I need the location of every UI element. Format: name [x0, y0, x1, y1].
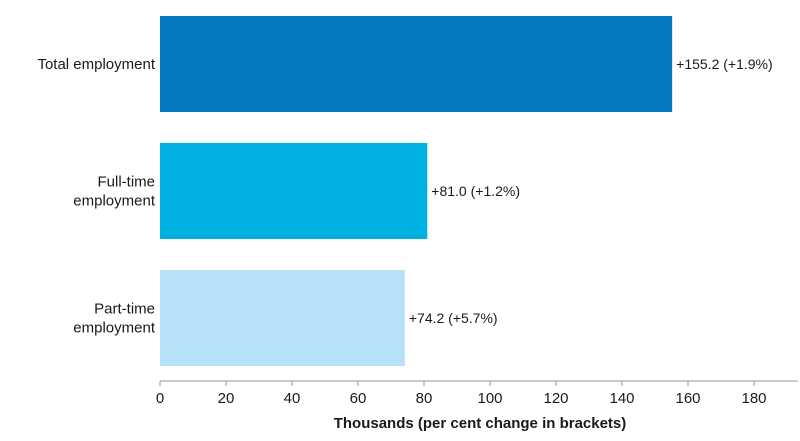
x-tick-label: 100 — [477, 390, 502, 407]
bar-1 — [160, 143, 428, 239]
bar-2 — [160, 270, 405, 366]
x-tick-label: 140 — [609, 390, 634, 407]
x-tick-label: 80 — [416, 390, 433, 407]
category-label-line: Part-time — [94, 301, 155, 318]
x-axis-ticks: 0 20 40 60 80 100 120 140 160 180 — [156, 381, 767, 407]
bar-0 — [160, 16, 673, 112]
x-tick-label: 0 — [156, 390, 164, 407]
category-label: Full-time employment — [73, 174, 156, 210]
x-tick-label: 60 — [350, 390, 367, 407]
category-label: Part-time employment — [73, 301, 156, 337]
value-labels: +155.2 (+1.9%) +81.0 (+1.2%) +74.2 (+5.7%) — [409, 56, 773, 326]
x-tick-label: 180 — [741, 390, 766, 407]
x-tick-label: 160 — [675, 390, 700, 407]
value-label: +81.0 (+1.2%) — [431, 183, 520, 199]
bars-group — [160, 16, 673, 366]
value-label: +74.2 (+5.7%) — [409, 310, 498, 326]
category-label-line: employment — [73, 193, 156, 210]
category-label-line: employment — [73, 320, 156, 337]
category-label: Total employment — [37, 56, 155, 73]
x-tick-label: 120 — [543, 390, 568, 407]
category-label-line: Total employment — [37, 56, 155, 73]
category-label-line: Full-time — [97, 174, 155, 191]
x-tick-label: 20 — [218, 390, 235, 407]
value-label: +155.2 (+1.9%) — [676, 56, 773, 72]
x-axis-title: Thousands (per cent change in brackets) — [334, 415, 627, 432]
x-tick-label: 40 — [284, 390, 301, 407]
